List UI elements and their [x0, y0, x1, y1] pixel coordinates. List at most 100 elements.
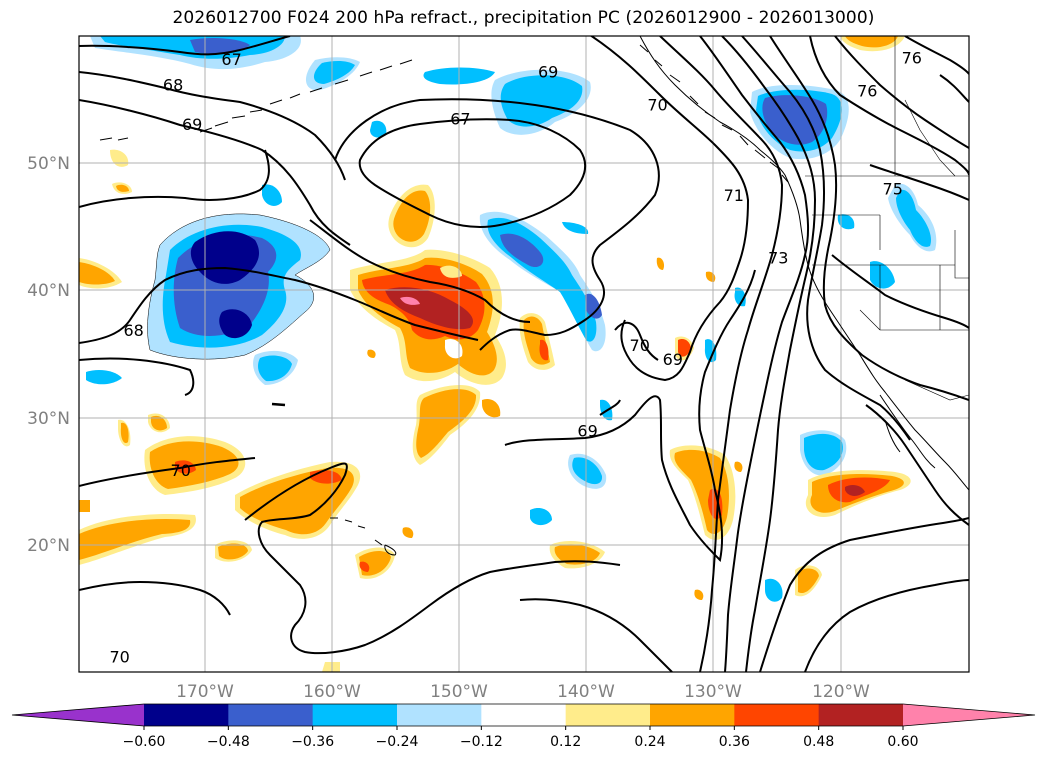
precip-area — [656, 257, 665, 270]
precip-area — [765, 578, 783, 602]
contour-line — [79, 266, 479, 344]
coastline-islands — [639, 44, 789, 183]
colorbar-tick-label: −0.24 — [376, 734, 419, 750]
colorbar-extend-low — [12, 704, 144, 726]
colorbar-tick-label: 0.48 — [803, 734, 834, 750]
precip-area — [120, 422, 129, 444]
precip-area — [562, 222, 589, 234]
coastline-aleutians — [99, 59, 413, 141]
contour-line — [79, 457, 256, 487]
map-title: 2026012700 F024 200 hPa refract., precip… — [172, 8, 875, 28]
colorbar-tick-label: −0.48 — [207, 734, 250, 750]
contour-line — [834, 36, 969, 149]
precip-area — [416, 389, 477, 458]
colorbar-extend-high — [903, 704, 1035, 726]
lon-label: 130°W — [684, 682, 742, 702]
longitude-labels: 170°W 160°W 150°W 140°W 130°W 120°W — [176, 682, 870, 702]
colorbar-segment — [734, 704, 820, 726]
contour-line — [699, 36, 809, 672]
contour-line — [79, 357, 195, 396]
precip-area — [896, 189, 932, 247]
contour-label: 71 — [724, 186, 744, 205]
precip-area — [870, 261, 895, 289]
contour-line — [79, 36, 291, 56]
contour-label: 73 — [768, 248, 788, 267]
precip-area — [539, 339, 549, 361]
precip-area — [554, 544, 600, 565]
borders — [805, 36, 969, 401]
precip-area — [79, 518, 191, 560]
colorbar-tick-label: 0.24 — [634, 734, 665, 750]
contour-line — [244, 462, 621, 655]
lon-label: 160°W — [303, 682, 361, 702]
contour-line — [865, 404, 969, 526]
misc-thin-contours — [271, 402, 286, 407]
precip-area — [86, 370, 122, 385]
precip-area — [734, 461, 743, 472]
contour-label: 67 — [450, 110, 470, 129]
precip-area — [219, 309, 252, 339]
precip-area — [313, 60, 355, 84]
colorbar-segment — [650, 704, 735, 726]
contour-label: 76 — [902, 49, 922, 68]
precip-area — [367, 349, 376, 358]
precip-area — [151, 415, 167, 431]
lon-label: 170°W — [176, 682, 234, 702]
contour-line — [79, 580, 231, 616]
contour-line — [589, 36, 750, 382]
contour-line — [79, 149, 270, 208]
contour-label: 68 — [123, 321, 143, 340]
colorbar-segment — [228, 704, 314, 726]
colorbar-tick-label: 0.12 — [550, 734, 581, 750]
precipitation-shading — [79, 36, 937, 672]
contour-line — [309, 219, 531, 323]
contour-label: 67 — [221, 50, 241, 69]
lat-label: 30°N — [27, 409, 70, 429]
colorbar-tick-label: −0.36 — [291, 734, 334, 750]
contour-line — [904, 36, 969, 75]
precip-area — [359, 561, 370, 572]
precip-area — [798, 568, 819, 594]
precip-area — [393, 190, 431, 242]
contour-label: 70 — [647, 96, 667, 115]
contour-label: 76 — [857, 82, 877, 101]
precip-area — [400, 296, 420, 305]
contour-line — [519, 598, 673, 672]
precip-area — [678, 338, 691, 357]
lon-label: 140°W — [557, 682, 615, 702]
precip-area — [444, 338, 463, 359]
precip-area — [585, 293, 602, 319]
colorbar-segment — [481, 704, 567, 726]
coastline-hawaii — [330, 517, 397, 556]
precip-area — [79, 262, 115, 285]
precip-area — [218, 543, 248, 560]
contour-line — [599, 399, 621, 416]
latitude-labels: 50°N 40°N 30°N 20°N — [27, 154, 70, 556]
contour-label: 69 — [577, 421, 597, 440]
precip-area — [530, 508, 552, 526]
colorbar-segment — [144, 704, 229, 726]
colorbar-tick-label: −0.60 — [123, 734, 166, 750]
colorbar-segment — [565, 704, 651, 726]
colorbar: −0.60 −0.48 −0.36 −0.24 −0.12 0.12 0.24 0.36 0.4… — [11, 703, 1036, 750]
contour-label: 70 — [171, 461, 191, 480]
precip-area — [370, 120, 387, 138]
precip-area — [258, 355, 292, 382]
lat-label: 20°N — [27, 536, 70, 556]
precip-area — [704, 339, 717, 363]
contour-line — [504, 269, 756, 563]
colorbar-tick-label: 0.60 — [887, 734, 918, 750]
contour-line — [869, 164, 969, 201]
contour-label: 69 — [538, 63, 558, 82]
contour-label: 68 — [163, 75, 183, 94]
precip-area — [845, 484, 865, 496]
refractivity-contours — [79, 36, 969, 672]
precip-area — [116, 184, 129, 192]
precip-area — [440, 265, 462, 278]
colorbar-tick-label: 0.36 — [719, 734, 750, 750]
contour-line — [939, 74, 969, 103]
precip-area — [572, 457, 603, 485]
contour-line — [721, 36, 817, 672]
contour-line — [809, 36, 969, 176]
map-area: 67 68 69 67 69 70 76 76 75 73 71 70 69 69 68 70 70 — [79, 36, 969, 672]
